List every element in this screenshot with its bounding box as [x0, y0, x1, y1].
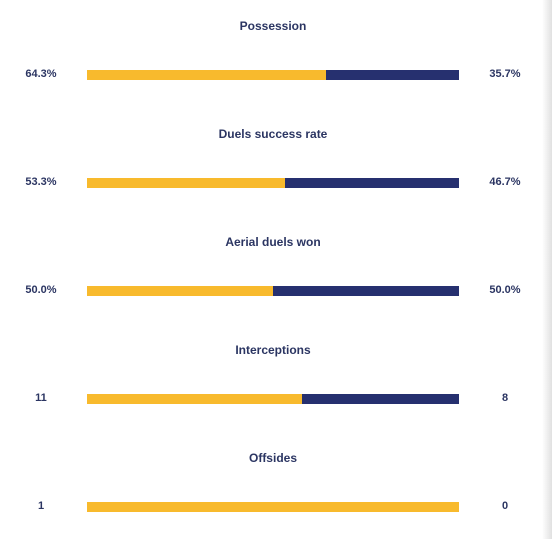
stat-title: Offsides [248, 451, 297, 465]
home-value: 50.0% [25, 284, 57, 296]
home-bar-fill [87, 502, 459, 512]
stat-row-aerial-duels-won: Aerial duels won 50.0% 50.0% [0, 216, 552, 324]
comparison-bar [87, 502, 459, 512]
stat-title: Duels success rate [218, 127, 328, 141]
stat-row-offsides: Offsides 1 0 [0, 432, 552, 540]
comparison-bar [87, 70, 459, 80]
away-value: 8 [501, 392, 509, 404]
home-bar-fill [87, 178, 286, 188]
stat-title: Interceptions [235, 343, 311, 357]
away-value: 46.7% [489, 176, 521, 188]
home-bar-fill [87, 286, 273, 296]
home-value: 53.3% [25, 176, 57, 188]
home-value: 11 [35, 392, 47, 404]
comparison-bar [87, 394, 459, 404]
away-value: 0 [501, 500, 509, 512]
stat-title: Possession [239, 19, 307, 33]
away-value: 35.7% [489, 68, 521, 80]
away-bar-fill [285, 178, 459, 188]
home-value: 64.3% [25, 68, 57, 80]
stat-row-possession: Possession 64.3% 35.7% [0, 0, 552, 108]
home-bar-fill [87, 394, 303, 404]
stat-row-interceptions: Interceptions 11 8 [0, 324, 552, 432]
comparison-bar [87, 286, 459, 296]
edge-shadow [542, 0, 552, 539]
home-value: 1 [37, 500, 45, 512]
away-bar-fill [273, 286, 459, 296]
away-bar-fill [302, 394, 459, 404]
home-bar-fill [87, 70, 327, 80]
stat-title: Aerial duels won [225, 235, 321, 249]
comparison-bar [87, 178, 459, 188]
away-value: 50.0% [489, 284, 521, 296]
away-bar-fill [326, 70, 459, 80]
stat-row-duels-success-rate: Duels success rate 53.3% 46.7% [0, 108, 552, 216]
